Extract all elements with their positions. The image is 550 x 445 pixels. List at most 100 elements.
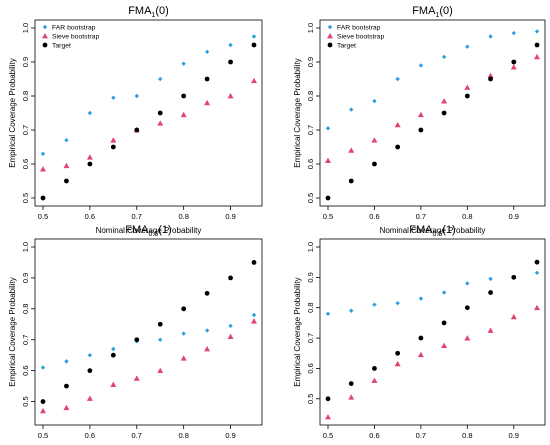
data-point-diamond bbox=[534, 270, 540, 276]
y-tick-label: 0.7 bbox=[306, 333, 315, 343]
legend-label: FAR bootstrap bbox=[52, 25, 96, 32]
data-point-diamond bbox=[87, 352, 93, 358]
data-point-circle bbox=[40, 399, 46, 404]
title-subscript: 0.5 bbox=[149, 231, 159, 238]
y-tick-label: 0.7 bbox=[21, 125, 30, 135]
data-point-triangle bbox=[487, 327, 494, 333]
data-point-circle bbox=[325, 396, 331, 402]
x-tick-label: 0.8 bbox=[462, 212, 472, 221]
x-tick-label: 0.7 bbox=[132, 212, 142, 221]
data-point-diamond bbox=[488, 34, 493, 39]
chart-title: FMA1(0) bbox=[412, 5, 453, 19]
x-tick-label: 0.5 bbox=[323, 212, 333, 221]
data-point-diamond bbox=[40, 365, 46, 370]
data-point-circle bbox=[534, 259, 540, 265]
data-point-circle bbox=[418, 127, 424, 133]
x-tick-label: 0.9 bbox=[509, 431, 519, 440]
legend-marker-diamond bbox=[327, 24, 333, 30]
data-point-circle bbox=[441, 320, 447, 326]
data-point-diamond bbox=[228, 42, 233, 48]
data-point-triangle bbox=[227, 93, 234, 99]
data-point-diamond bbox=[441, 290, 447, 295]
y-tick-label: 1.0 bbox=[21, 242, 30, 252]
data-point-diamond bbox=[40, 151, 46, 156]
data-point-triangle bbox=[180, 111, 187, 118]
data-point-diamond bbox=[418, 63, 424, 68]
y-tick-label: 1.0 bbox=[306, 23, 315, 33]
data-point-diamond bbox=[325, 311, 331, 316]
plot-frame bbox=[319, 238, 546, 426]
data-point-diamond bbox=[204, 328, 210, 333]
data-point-circle bbox=[395, 144, 401, 150]
data-point-triangle bbox=[441, 342, 448, 349]
chart-title: FMA0.5(1) bbox=[409, 224, 455, 238]
series-circle bbox=[40, 42, 257, 201]
data-point-diamond bbox=[395, 76, 400, 82]
data-point-circle bbox=[395, 350, 401, 356]
data-point-triangle bbox=[487, 72, 494, 78]
chart-panel-1: FMA1(0)0.5 0.6 0.7 0.8 0.90.50.60.70.80.91.0… bbox=[8, 5, 263, 235]
data-point-diamond bbox=[418, 296, 424, 301]
y-tick-label: 0.6 bbox=[21, 159, 30, 169]
series-triangle bbox=[40, 318, 257, 414]
y-tick-label: 0.7 bbox=[21, 335, 30, 345]
data-point-circle bbox=[204, 290, 210, 296]
x-tick-label: 0.7 bbox=[416, 431, 426, 440]
data-point-diamond bbox=[134, 93, 139, 99]
x-axis-label: Nominal Coverage Probability bbox=[96, 226, 202, 235]
title-subscript: 0.5 bbox=[433, 231, 443, 238]
data-point-circle bbox=[372, 366, 377, 371]
data-point-triangle bbox=[394, 360, 401, 367]
x-tick-label: 0.8 bbox=[178, 212, 188, 221]
y-tick-label: 0.8 bbox=[306, 302, 315, 312]
data-point-circle bbox=[204, 76, 210, 82]
y-tick-label: 1.0 bbox=[306, 242, 315, 252]
data-point-triangle bbox=[251, 318, 257, 324]
data-point-triangle bbox=[110, 381, 117, 387]
data-point-circle bbox=[87, 161, 93, 167]
data-point-diamond bbox=[181, 331, 186, 336]
series-triangle bbox=[325, 304, 540, 420]
series-diamond bbox=[325, 29, 540, 131]
data-point-circle bbox=[64, 383, 69, 389]
series-triangle bbox=[325, 53, 540, 163]
x-tick-label: 0.6 bbox=[369, 431, 379, 440]
data-point-circle bbox=[134, 337, 140, 343]
data-point-triangle bbox=[371, 137, 378, 143]
data-point-triangle bbox=[63, 162, 70, 169]
plot-frame bbox=[34, 238, 263, 426]
data-point-circle bbox=[181, 306, 187, 312]
x-tick-label: 0.8 bbox=[462, 431, 472, 440]
y-tick-label: 0.8 bbox=[306, 91, 315, 101]
data-point-diamond bbox=[395, 300, 400, 306]
chart-panel-4: FMA0.5(1)0.5 0.6 0.7 0.8 0.90.50.60.70.80.91… bbox=[293, 224, 546, 440]
data-point-triangle bbox=[464, 335, 471, 341]
series-diamond bbox=[40, 34, 257, 156]
y-tick-label: 0.7 bbox=[306, 125, 315, 135]
chart-panel-2: FMA1(0)0.5 0.6 0.7 0.8 0.90.50.60.70.80.91.0… bbox=[293, 5, 546, 235]
x-tick-label: 0.7 bbox=[416, 212, 426, 221]
data-point-diamond bbox=[158, 337, 163, 342]
data-point-diamond bbox=[325, 126, 331, 131]
data-point-diamond bbox=[87, 110, 93, 116]
data-point-diamond bbox=[534, 29, 540, 34]
legend-label: Target bbox=[52, 43, 71, 50]
y-tick-label: 0.9 bbox=[306, 57, 315, 67]
data-point-triangle bbox=[510, 64, 517, 70]
data-point-triangle bbox=[180, 355, 187, 361]
data-point-diamond bbox=[465, 281, 470, 286]
data-point-circle bbox=[348, 381, 354, 387]
data-point-triangle bbox=[63, 404, 70, 411]
legend-label: Sieve bootstrap bbox=[52, 34, 99, 41]
data-point-triangle bbox=[325, 414, 331, 420]
legend-marker-circle bbox=[42, 42, 48, 48]
series-circle bbox=[325, 259, 540, 402]
data-point-triangle bbox=[251, 77, 257, 84]
data-point-triangle bbox=[371, 377, 378, 383]
data-point-diamond bbox=[158, 76, 163, 82]
legend-label: Sieve bootstrap bbox=[337, 34, 384, 41]
data-point-diamond bbox=[465, 44, 470, 49]
x-tick-label: 0.9 bbox=[509, 212, 519, 221]
data-point-diamond bbox=[349, 308, 354, 313]
title-argument: (1) bbox=[442, 224, 455, 236]
